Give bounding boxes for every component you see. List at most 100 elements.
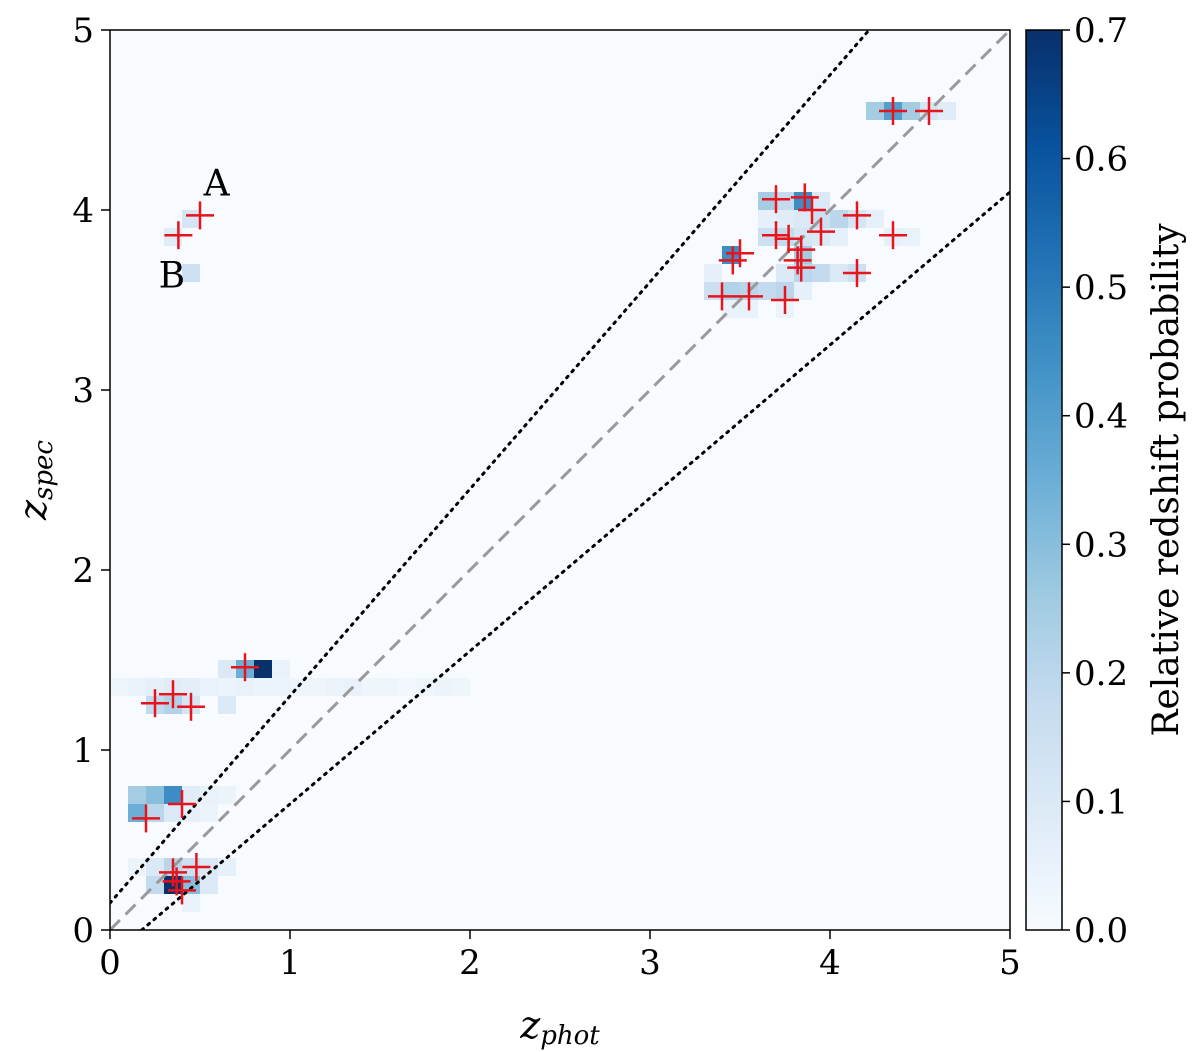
data-marker	[774, 224, 803, 253]
data-marker	[231, 653, 259, 682]
colorbar-tick-label: 0.2	[1074, 654, 1128, 694]
heatmap-cell	[182, 678, 200, 696]
reference-lines	[110, 30, 1010, 930]
x-axis-ticks: 0 1 2 3 4 5	[99, 930, 1021, 983]
heatmap-cell	[758, 228, 776, 246]
x-tick-label: 5	[999, 943, 1021, 983]
heatmap-cell	[200, 876, 218, 894]
heatmap-cell	[164, 804, 182, 822]
x-tick-label: 1	[279, 943, 301, 983]
data-marker	[132, 804, 160, 833]
data-marker	[787, 253, 816, 282]
heatmap-cell	[452, 678, 470, 696]
data-marker	[177, 692, 205, 721]
x-tick-label: 0	[99, 943, 121, 983]
data-marker	[762, 221, 790, 250]
heatmap-cell	[182, 894, 200, 912]
data-marker	[915, 97, 943, 125]
heatmap-cell	[308, 678, 326, 696]
data-marker	[186, 201, 214, 230]
y-axis-ticks: 0 1 2 3 4 5	[72, 11, 110, 951]
y-tick-label: 2	[72, 551, 94, 591]
colorbar-tick-label: 0.4	[1074, 397, 1128, 437]
data-marker	[807, 217, 835, 246]
heatmap-cell	[812, 192, 830, 210]
data-marker	[735, 282, 763, 311]
heatmap-cell	[758, 192, 776, 210]
annotation-label: A	[203, 164, 231, 205]
data-marker	[879, 221, 907, 250]
x-tick-label: 4	[819, 943, 841, 983]
heatmap-cell	[902, 228, 920, 246]
colorbar-tick-label: 0.6	[1074, 140, 1128, 180]
y-tick-label: 3	[72, 371, 94, 411]
heatmap-cell	[128, 786, 146, 804]
colorbar	[1025, 29, 1063, 931]
heatmap-cell	[110, 678, 128, 696]
y-axis-label: zspec	[11, 440, 59, 521]
data-marker	[718, 246, 747, 275]
annotations: AB	[159, 164, 231, 297]
heatmap-cell	[236, 678, 254, 696]
heatmap-cell	[758, 210, 776, 228]
upper-outlier-line	[110, 30, 872, 905]
heatmap-cell	[866, 210, 884, 228]
heatmap-cell	[254, 660, 272, 678]
y-tick-label: 4	[72, 191, 94, 231]
heatmap-cell	[830, 210, 848, 228]
heatmap-cell	[200, 786, 218, 804]
x-axis-label: zphot	[519, 1003, 600, 1051]
heatmap-cell	[812, 264, 830, 282]
heatmap-cell	[326, 678, 344, 696]
heatmap-cell	[380, 678, 398, 696]
colorbar-tick-label: 0.0	[1074, 911, 1128, 951]
x-tick-label: 2	[459, 943, 481, 983]
heatmap-cell	[902, 102, 920, 120]
data-marker	[879, 97, 907, 125]
heatmap-cell	[398, 678, 416, 696]
colorbar-tick-label: 0.3	[1074, 525, 1128, 565]
one-to-one-line	[110, 30, 1010, 930]
data-marker	[159, 680, 187, 709]
x-axis-label-main: z	[519, 1003, 541, 1047]
heatmap-cell	[146, 678, 164, 696]
y-tick-label: 0	[72, 911, 94, 951]
heatmap-cell	[866, 102, 884, 120]
data-marker	[798, 196, 826, 224]
heatmap-cell	[218, 678, 236, 696]
heatmap-cell	[434, 678, 452, 696]
heatmap-cell	[272, 678, 290, 696]
y-axis-label-main: z	[11, 499, 55, 521]
heatmap-cell	[776, 192, 794, 210]
data-marker	[783, 246, 812, 275]
heatmap-cell	[200, 804, 218, 822]
data-marker	[771, 286, 799, 314]
heatmap-cell	[416, 678, 434, 696]
data-marker	[182, 853, 211, 881]
heatmap-cell	[254, 678, 272, 696]
plot-frame	[109, 29, 1011, 931]
data-marker	[141, 689, 169, 718]
heatmap-cell	[146, 786, 164, 804]
heatmap-cell	[704, 264, 722, 282]
x-axis-label-sub: phot	[540, 1021, 600, 1051]
lower-outlier-line	[140, 190, 1010, 930]
heatmap-cell	[182, 804, 200, 822]
y-tick-label: 5	[72, 11, 94, 51]
colorbar-tick-label: 0.1	[1074, 782, 1128, 822]
annotation-label: B	[159, 255, 185, 296]
heatmap-cell	[776, 210, 794, 228]
data-marker	[843, 259, 871, 287]
colorbar-label: Relative redshift probability	[1146, 223, 1187, 737]
heatmap-cell	[794, 192, 812, 210]
heatmap-cell	[182, 210, 200, 228]
data-marker	[168, 876, 196, 905]
data-marker	[708, 282, 736, 311]
colorbar-ticks: 0.0 0.1 0.2 0.3 0.4 0.5 0.6 0.7	[1062, 11, 1128, 951]
x-tick-label: 3	[639, 943, 661, 983]
heatmap-cell	[362, 678, 380, 696]
heatmap-cell	[776, 228, 794, 246]
y-tick-label: 1	[72, 731, 94, 771]
data-marker	[168, 790, 196, 818]
